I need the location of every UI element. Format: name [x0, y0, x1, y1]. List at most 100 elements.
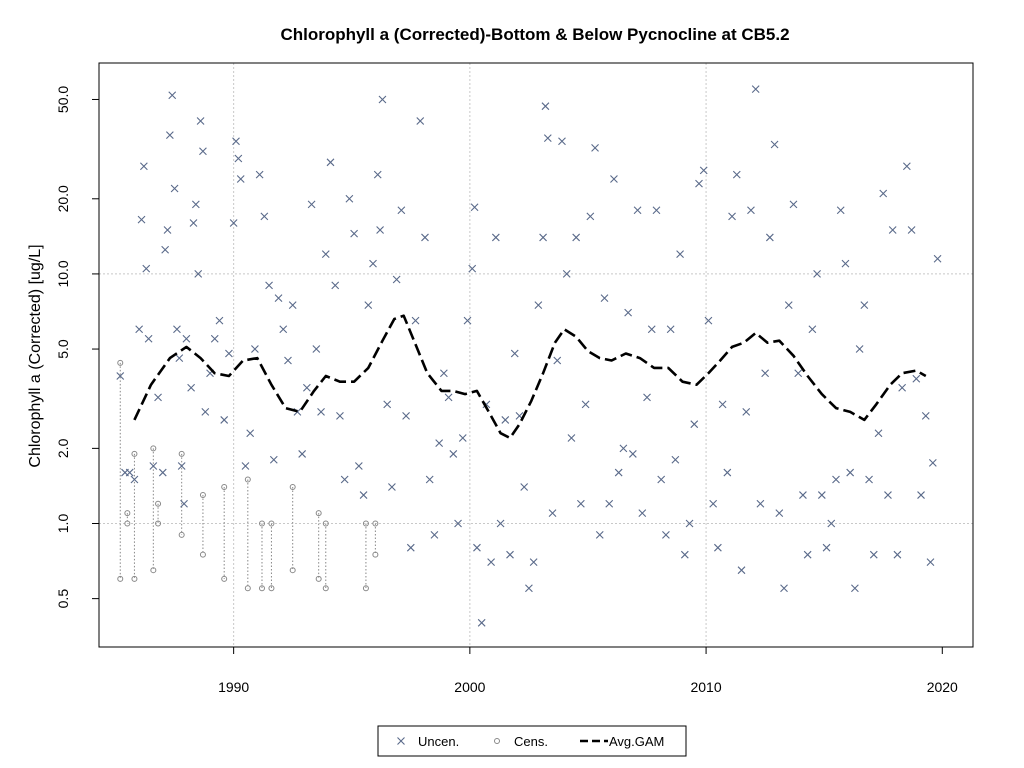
- uncensored-point: [652, 206, 661, 215]
- uncensored-point: [813, 270, 821, 278]
- y-tick-label: 0.5: [55, 589, 71, 609]
- uncensored-point: [463, 316, 472, 325]
- uncensored-point: [350, 229, 359, 238]
- uncensored-point: [836, 206, 845, 215]
- uncensored-point: [149, 462, 158, 470]
- y-tick-label: 1.0: [55, 514, 71, 534]
- censored-point: [131, 450, 138, 457]
- censored-point: [221, 575, 228, 582]
- uncensored-point: [893, 550, 902, 559]
- uncensored-point: [610, 175, 618, 183]
- uncensored-point: [435, 439, 444, 447]
- uncensored-point: [458, 434, 467, 442]
- uncensored-point: [624, 308, 633, 317]
- censored-point: [155, 520, 162, 527]
- uncensored-point: [671, 455, 680, 464]
- uncensored-point: [543, 134, 552, 143]
- uncensored-point: [595, 531, 604, 539]
- plot-area: 1990 2000 2010 2020 0.5 1.0 2.0 5.0 10.0 20.0 50.0: [55, 62, 974, 695]
- uncensored-point: [246, 429, 255, 438]
- uncensored-point: [144, 334, 153, 343]
- uncensored-point: [614, 468, 623, 477]
- uncensored-point: [832, 475, 840, 484]
- uncensored-point: [265, 281, 273, 290]
- uncensored-point: [822, 543, 831, 552]
- uncensored-point: [902, 162, 911, 171]
- uncensored-point: [161, 245, 170, 254]
- uncensored-point: [529, 558, 538, 567]
- uncensored-point: [770, 140, 779, 149]
- uncensored-point: [232, 137, 240, 146]
- uncensored-point: [345, 194, 354, 203]
- uncensored-point: [251, 345, 259, 353]
- uncensored-point: [215, 316, 224, 325]
- uncensored-point: [444, 393, 453, 402]
- uncensored-point: [567, 434, 576, 442]
- uncensored-point: [751, 85, 760, 94]
- uncensored-point: [260, 212, 269, 221]
- censored-point: [150, 567, 157, 574]
- uncensored-point: [173, 325, 181, 334]
- uncensored-point: [177, 462, 186, 470]
- y-axis-label: Chlorophyll a (Corrected) [ug/L]: [27, 244, 44, 467]
- uncensored-point: [487, 558, 496, 567]
- legend-cens-label: Cens.: [514, 734, 548, 749]
- uncensored-point: [168, 91, 177, 100]
- uncensored-point: [827, 519, 836, 528]
- uncensored-point: [279, 325, 288, 334]
- uncensored-point: [302, 383, 311, 392]
- legend-uncen-label: Uncen.: [418, 734, 459, 749]
- uncensored-point: [411, 316, 420, 325]
- uncensored-point: [558, 137, 566, 146]
- uncensored-point: [662, 531, 670, 539]
- legend-cens-marker: [494, 738, 500, 744]
- x-tick-label: 1990: [218, 679, 249, 695]
- uncensored-point: [135, 325, 144, 334]
- uncensored-point: [638, 509, 647, 518]
- uncensored-point: [491, 233, 500, 242]
- uncensored-point: [699, 166, 708, 175]
- censored-point: [268, 520, 275, 527]
- uncensored-point: [397, 206, 406, 215]
- uncensored-point: [780, 584, 788, 593]
- uncensored-point: [794, 369, 803, 378]
- uncensored-point: [234, 154, 243, 163]
- uncensored-point: [421, 233, 429, 242]
- uncensored-point: [817, 491, 826, 499]
- y-tick-label: 50.0: [55, 86, 71, 113]
- uncensored-point: [470, 203, 479, 212]
- uncensored-point: [803, 550, 812, 559]
- uncensored-point: [321, 250, 330, 259]
- censored-point: [244, 476, 251, 483]
- uncensored-point: [728, 212, 736, 221]
- y-tick-label: 20.0: [55, 185, 71, 212]
- uncensored-point: [520, 483, 529, 491]
- uncensored-point: [591, 143, 599, 152]
- uncensored-point: [917, 491, 925, 499]
- uncensored-point: [600, 294, 609, 302]
- censored-point: [258, 585, 265, 592]
- uncensored-point: [425, 475, 434, 484]
- uncensored-point: [756, 499, 765, 508]
- uncensored-point: [562, 270, 571, 278]
- censored-point: [244, 585, 251, 592]
- censored-point: [362, 520, 369, 527]
- censored-point: [155, 500, 162, 507]
- uncensored-point: [690, 420, 699, 429]
- uncensored-point: [576, 499, 585, 508]
- y-tick-label: 5.0: [55, 339, 71, 359]
- uncensored-point: [430, 531, 439, 539]
- uncensored-point: [657, 475, 666, 484]
- uncensored-point: [926, 558, 935, 567]
- uncensored-point: [548, 509, 557, 518]
- uncensored-point: [572, 233, 581, 242]
- uncensored-point: [189, 219, 198, 227]
- uncensored-point: [874, 429, 883, 438]
- uncensored-point: [180, 499, 188, 508]
- uncensored-point: [142, 264, 151, 273]
- uncensored-point: [392, 275, 401, 284]
- uncensored-point: [326, 158, 335, 167]
- uncensored-point: [241, 462, 250, 470]
